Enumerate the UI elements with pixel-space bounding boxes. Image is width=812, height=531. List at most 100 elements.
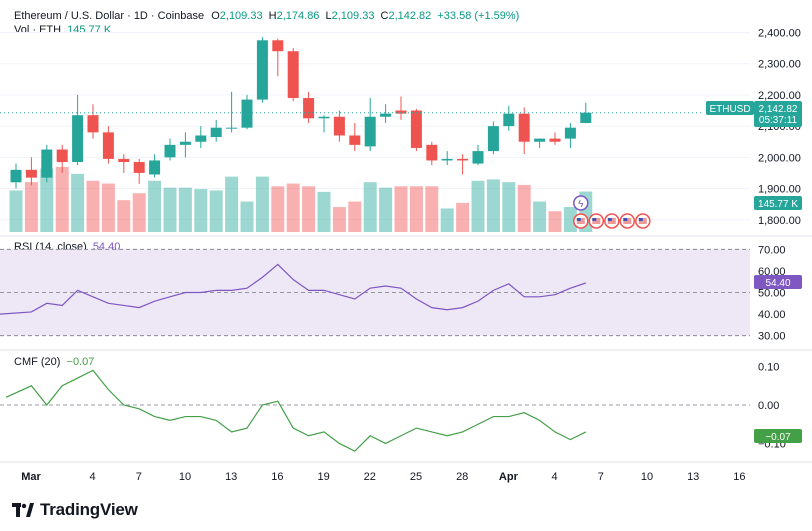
cmf-pane[interactable]: −0.100.000.10 −0.07 <box>0 362 802 452</box>
tradingview-logo[interactable]: TradingView <box>12 500 138 520</box>
time-tick-label: 7 <box>136 471 142 483</box>
candle-body <box>487 126 499 152</box>
candle-body <box>56 149 68 163</box>
volume-bar <box>132 193 146 232</box>
volume-bar <box>302 186 316 232</box>
lightning-glyph: ϟ <box>578 199 584 210</box>
candle-body <box>457 158 469 161</box>
volume-bar <box>178 187 192 232</box>
candle-body <box>87 115 99 133</box>
rsi-grid <box>0 248 750 337</box>
volume-bar <box>255 176 269 232</box>
symbol-tag-bg <box>706 101 754 115</box>
rsi-tag: 54.40 <box>765 278 790 289</box>
volume-bar <box>209 190 223 232</box>
cmf-tick-label: 0.00 <box>758 400 779 412</box>
symbol-title: Ethereum / U.S. Dollar · 1D · Coinbase <box>14 10 205 22</box>
volume-bar <box>533 201 547 232</box>
volume-bar <box>502 182 516 232</box>
candle-body <box>534 138 546 142</box>
volume-value: 145.77 K <box>67 24 112 36</box>
candle-body <box>41 149 53 178</box>
price-tick-label: 2,300.00 <box>758 59 801 71</box>
volume-legend: Vol · ETH 145.77 K <box>14 24 111 36</box>
rsi-line <box>0 263 586 315</box>
candle-body <box>410 110 422 148</box>
rsi-axis[interactable]: 30.00 40.00 50.00 60.00 70.00 <box>758 244 786 342</box>
volume-bar <box>148 180 162 232</box>
candle-body <box>25 169 37 178</box>
high-label: H <box>268 10 277 22</box>
volume-bar <box>440 208 454 232</box>
volume-bar <box>240 201 254 232</box>
low-value: 2,109.33 <box>331 10 375 22</box>
cmf-title: CMF (20) <box>14 356 61 368</box>
cmf-legend: CMF (20) −0.07 <box>14 356 94 368</box>
time-tick-label: 25 <box>410 471 422 483</box>
time-tick-label: 4 <box>552 471 558 483</box>
volume-bar <box>471 180 485 232</box>
volume-bar <box>548 211 562 232</box>
time-tick-label: 10 <box>641 471 653 483</box>
rsi-pane[interactable]: 30.00 40.00 50.00 60.00 70.00 54.40 <box>0 244 802 343</box>
volume-bar <box>332 207 346 232</box>
rsi-tag-bg <box>754 275 802 289</box>
candle-body <box>426 144 438 161</box>
candle-body <box>256 40 268 100</box>
candle-body <box>380 113 392 117</box>
candle-body <box>72 115 84 163</box>
chart-legend: Ethereum / U.S. Dollar · 1D · Coinbase O… <box>14 10 519 22</box>
price-tick-label: 2,400.00 <box>758 27 801 39</box>
flag-canton <box>623 218 628 221</box>
price-tick-label: 2,000.00 <box>758 152 801 164</box>
volume-bar <box>363 182 377 232</box>
flag-canton <box>638 218 643 221</box>
countdown: 05:37:11 <box>759 115 798 126</box>
time-tick-label: 10 <box>179 471 191 483</box>
time-tick-label: 13 <box>687 471 699 483</box>
time-tick-label: Mar <box>21 471 41 483</box>
time-tick-label: 4 <box>90 471 96 483</box>
candle-body <box>287 51 299 99</box>
price-pane[interactable]: ϟ 1,800.001,900.002,000.002,100.002,200.… <box>0 27 801 232</box>
candle-body <box>149 160 161 175</box>
volume-bar <box>379 187 393 232</box>
rsi-tick-label: 50.00 <box>758 288 786 300</box>
candle-body <box>564 127 576 139</box>
time-tick-label: 7 <box>598 471 604 483</box>
price-tag-value: 2,142.82 <box>759 104 798 115</box>
price-tag: ETHUSD 2,142.82 05:37:11 145.77 K <box>706 101 802 210</box>
high-value: 2,174.86 <box>276 10 320 22</box>
time-tick-label: Apr <box>499 471 519 483</box>
open-label: O <box>211 10 220 22</box>
price-tick-label: 2,200.00 <box>758 90 801 102</box>
price-tick-label: 1,900.00 <box>758 184 801 196</box>
cmf-tick-label: 0.10 <box>758 362 779 374</box>
time-tick-label: 16 <box>733 471 745 483</box>
flag-canton <box>607 218 612 221</box>
flag-canton <box>576 218 581 221</box>
candle-body <box>179 141 191 145</box>
volume-bar <box>194 189 208 232</box>
candle-body <box>164 144 176 158</box>
candle-body <box>518 113 530 142</box>
volume-bar <box>101 183 115 232</box>
rsi-tick-label: 70.00 <box>758 244 786 256</box>
candle-body <box>395 110 407 114</box>
volume-label: Vol · ETH <box>14 24 62 36</box>
volume-bar <box>486 179 500 232</box>
time-axis[interactable]: Mar 4 7 10 13 16 19 22 25 28 Apr 4 7 10 13 16 <box>21 471 745 483</box>
candle-body <box>210 127 222 138</box>
tradingview-logo-icon <box>12 503 34 517</box>
volume-bar <box>348 201 362 232</box>
volume-bar <box>317 191 331 232</box>
open-value: 2,109.33 <box>219 10 263 22</box>
volume-bar <box>425 186 439 232</box>
volume-bars <box>9 166 593 232</box>
candle-body <box>102 132 114 159</box>
candle-body <box>272 40 284 52</box>
event-icons[interactable]: ϟ <box>573 195 651 229</box>
volume-bar <box>117 200 131 232</box>
close-value: 2,142.82 <box>388 10 432 22</box>
